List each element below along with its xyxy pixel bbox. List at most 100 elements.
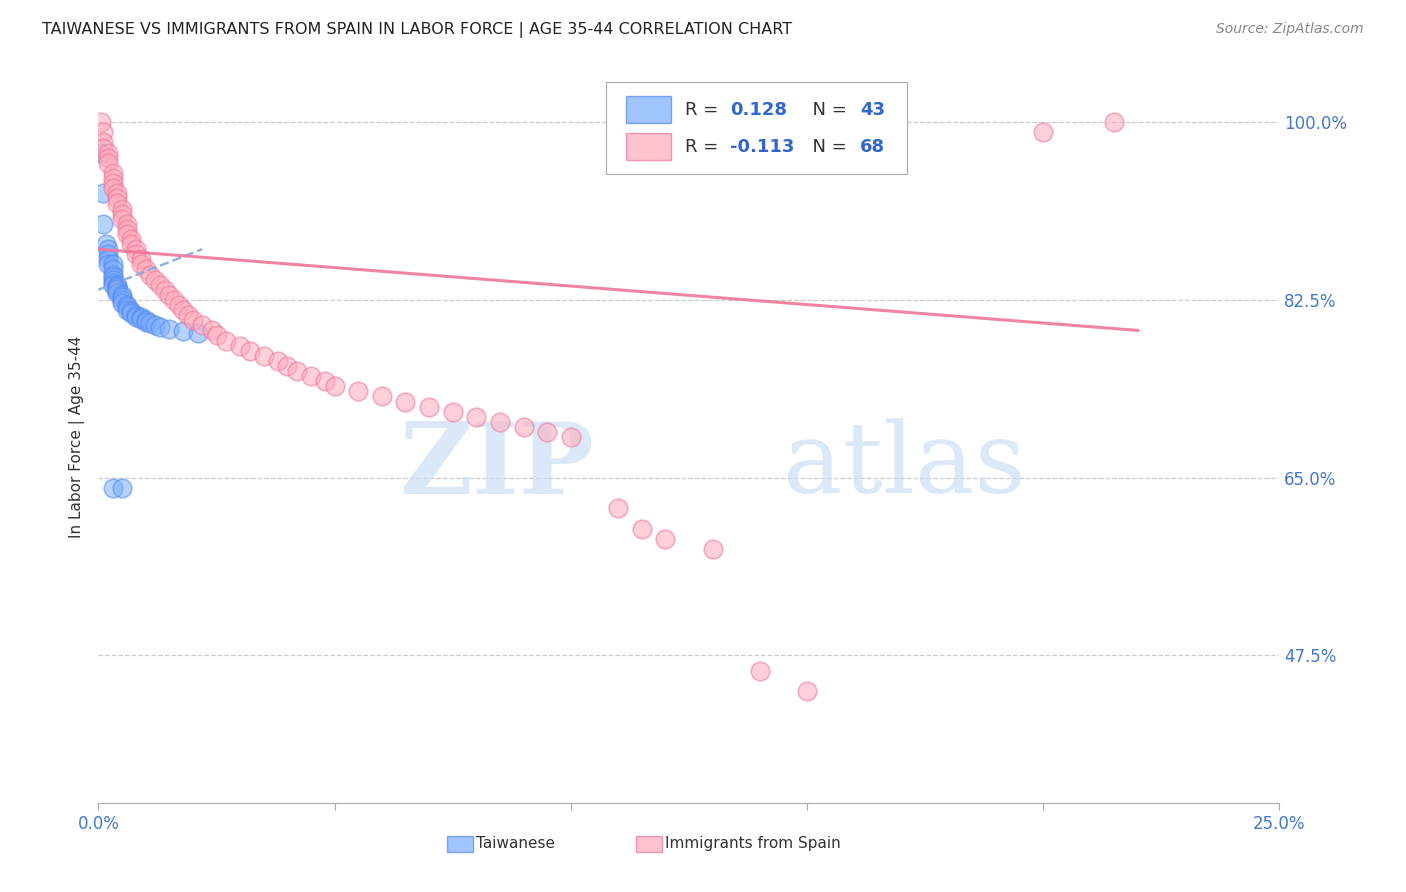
Point: [125, 308, 148, 322]
Point: [111, 296, 134, 310]
Point: [101, 176, 124, 190]
Point: [215, 334, 238, 348]
Point: [172, 325, 194, 339]
Point: [418, 400, 440, 414]
FancyBboxPatch shape: [626, 96, 671, 123]
Point: [323, 379, 346, 393]
Point: [465, 409, 488, 424]
Point: [796, 684, 818, 698]
Point: [135, 262, 157, 277]
Point: [229, 338, 252, 352]
Point: [143, 318, 166, 333]
Point: [748, 664, 770, 678]
Point: [115, 300, 138, 314]
Point: [90, 115, 112, 129]
Point: [101, 257, 124, 271]
Point: [105, 277, 128, 292]
Point: [239, 343, 262, 358]
Point: [105, 196, 128, 211]
Point: [115, 227, 138, 241]
Point: [101, 277, 124, 292]
Point: [129, 310, 152, 325]
Text: Taiwanese: Taiwanese: [477, 836, 555, 851]
Point: [97, 252, 120, 267]
Point: [157, 322, 180, 336]
Point: [394, 394, 416, 409]
Point: [105, 191, 128, 205]
Point: [205, 328, 228, 343]
Point: [111, 211, 134, 226]
Point: [135, 313, 157, 327]
Point: [111, 206, 134, 220]
Point: [115, 217, 138, 231]
Point: [105, 282, 128, 296]
Point: [139, 316, 162, 330]
Point: [101, 268, 124, 282]
FancyBboxPatch shape: [447, 836, 472, 852]
Point: [181, 313, 204, 327]
Point: [121, 304, 143, 318]
Text: 0.128: 0.128: [730, 101, 787, 119]
Point: [105, 186, 128, 201]
Point: [129, 252, 152, 267]
Point: [630, 521, 652, 535]
Point: [149, 277, 172, 292]
Point: [111, 290, 134, 304]
Point: [105, 285, 128, 300]
FancyBboxPatch shape: [606, 82, 907, 174]
Point: [101, 171, 124, 186]
Point: [702, 541, 724, 556]
Point: [607, 501, 630, 516]
Point: [101, 269, 124, 284]
Point: [129, 312, 152, 326]
Point: [101, 481, 124, 495]
Point: [441, 405, 464, 419]
Point: [97, 155, 120, 169]
Point: [536, 425, 558, 439]
Point: [97, 242, 120, 256]
Point: [91, 125, 114, 139]
Text: -0.113: -0.113: [730, 137, 794, 155]
Point: [97, 145, 120, 160]
Point: [187, 326, 209, 341]
Text: 43: 43: [860, 101, 886, 119]
Point: [314, 374, 336, 388]
Point: [143, 272, 166, 286]
Point: [105, 284, 128, 298]
Point: [91, 217, 114, 231]
Point: [111, 202, 134, 216]
Text: R =: R =: [685, 101, 724, 119]
Point: [94, 237, 117, 252]
Point: [115, 298, 138, 312]
Point: [105, 279, 128, 293]
Point: [135, 315, 157, 329]
Point: [111, 288, 134, 302]
Text: ZIP: ZIP: [399, 417, 595, 515]
Point: [299, 369, 322, 384]
Point: [115, 222, 138, 236]
Point: [97, 247, 120, 261]
Point: [91, 140, 114, 154]
Point: [101, 272, 124, 286]
Text: TAIWANESE VS IMMIGRANTS FROM SPAIN IN LABOR FORCE | AGE 35-44 CORRELATION CHART: TAIWANESE VS IMMIGRANTS FROM SPAIN IN LA…: [42, 22, 793, 38]
Point: [167, 298, 190, 312]
Point: [111, 481, 134, 495]
Point: [91, 186, 114, 201]
Point: [91, 136, 114, 150]
Point: [163, 293, 186, 307]
Point: [153, 283, 176, 297]
Text: R =: R =: [685, 137, 724, 155]
Point: [129, 257, 152, 271]
Point: [139, 268, 162, 282]
Point: [276, 359, 298, 373]
Point: [97, 151, 120, 165]
Point: [512, 420, 534, 434]
Point: [97, 257, 120, 271]
Text: atlas: atlas: [783, 418, 1026, 514]
Point: [121, 237, 143, 252]
Y-axis label: In Labor Force | Age 35-44: In Labor Force | Age 35-44: [69, 336, 84, 538]
Text: N =: N =: [801, 137, 852, 155]
Point: [125, 310, 148, 325]
Text: 68: 68: [860, 137, 886, 155]
Point: [115, 303, 138, 318]
